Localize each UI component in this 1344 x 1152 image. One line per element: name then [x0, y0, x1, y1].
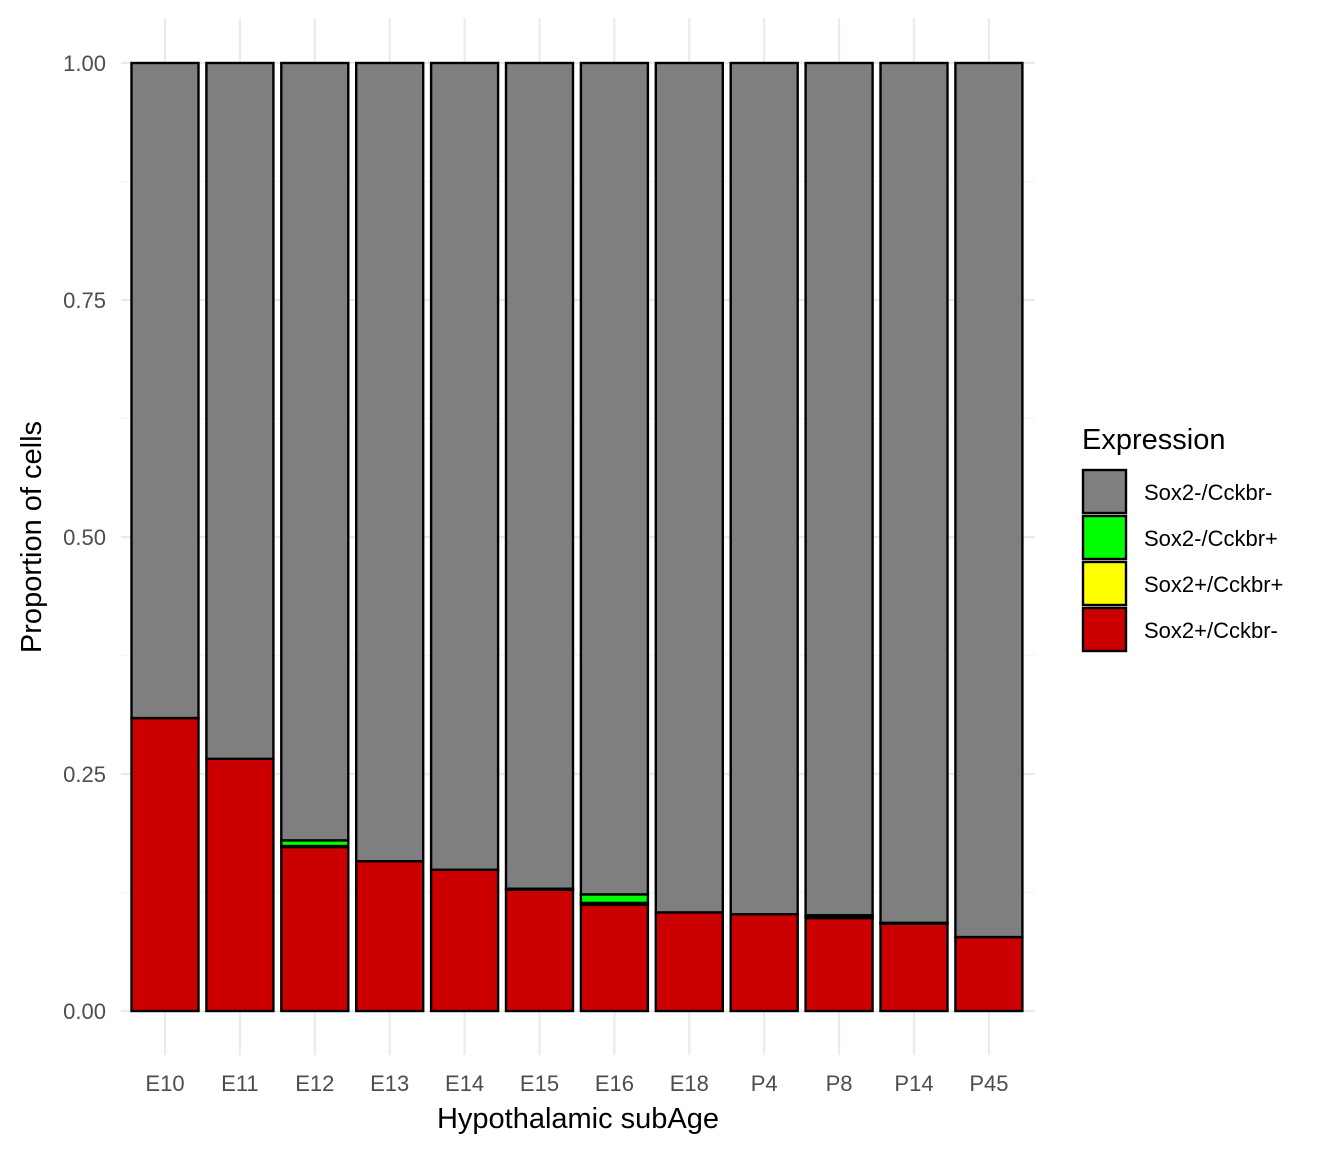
x-tick-label-E10: E10 — [145, 1071, 184, 1096]
x-tick-label-E18: E18 — [670, 1071, 709, 1096]
legend-swatch-Sox2-/Cckbr+ — [1083, 516, 1126, 559]
bar-E16-Sox2+/Cckbr- — [581, 905, 648, 1011]
legend-title: Expression — [1082, 424, 1225, 456]
bar-group-E18 — [656, 63, 723, 1011]
x-tick-label-E12: E12 — [295, 1071, 334, 1096]
x-tick-label-P4: P4 — [751, 1071, 778, 1096]
bar-group-E11 — [206, 63, 273, 1011]
bar-group-E15 — [506, 63, 573, 1011]
legend-items: Sox2-/Cckbr- Sox2-/Cckbr+ Sox2+/Cckbr+ Sox2… — [1083, 470, 1283, 651]
bar-P8-Sox2-/Cckbr- — [806, 63, 873, 915]
bar-group-P45 — [955, 63, 1022, 1011]
bar-E13-Sox2-/Cckbr- — [356, 63, 423, 861]
legend-label-Sox2+/Cckbr+: Sox2+/Cckbr+ — [1144, 572, 1283, 597]
bar-E10-Sox2-/Cckbr- — [132, 63, 199, 718]
legend-item-Sox2+/Cckbr-: Sox2+/Cckbr- — [1083, 608, 1278, 651]
x-tick-label-E13: E13 — [370, 1071, 409, 1096]
legend-item-Sox2-/Cckbr+: Sox2-/Cckbr+ — [1083, 516, 1278, 559]
legend: Expression Sox2-/Cckbr- Sox2-/Cckbr+ Sox2+… — [1082, 424, 1283, 651]
x-tick-label-E14: E14 — [445, 1071, 484, 1096]
x-tick-label-E11: E11 — [221, 1071, 259, 1096]
bar-P14-Sox2+/Cckbr- — [881, 924, 948, 1011]
bar-E15-Sox2+/Cckbr- — [506, 890, 573, 1011]
y-tick-label-4: 1.00 — [63, 51, 106, 76]
bar-group-E13 — [356, 63, 423, 1011]
x-tick-label-P8: P8 — [826, 1071, 853, 1096]
bar-group-P8 — [806, 63, 873, 1011]
bar-P4-Sox2-/Cckbr- — [731, 63, 798, 914]
y-tick-label-3: 0.75 — [63, 288, 106, 313]
bar-P8-Sox2+/Cckbr- — [806, 918, 873, 1011]
y-tick-label-0: 0.00 — [63, 999, 106, 1024]
bar-E16-Sox2-/Cckbr- — [581, 63, 648, 894]
bar-group-E10 — [132, 63, 199, 1011]
x-tick-label-E16: E16 — [595, 1071, 634, 1096]
bar-E14-Sox2+/Cckbr- — [431, 870, 498, 1011]
bar-E12-Sox2+/Cckbr- — [281, 847, 348, 1011]
bar-E16-Sox2-/Cckbr+ — [581, 894, 648, 903]
bar-E10-Sox2+/Cckbr- — [132, 718, 199, 1011]
legend-label-Sox2-/Cckbr-: Sox2-/Cckbr- — [1144, 480, 1272, 505]
x-tick-label-E15: E15 — [520, 1071, 559, 1096]
legend-label-Sox2+/Cckbr-: Sox2+/Cckbr- — [1144, 618, 1278, 643]
y-axis-tick-labels: 0.00 0.25 0.50 0.75 1.00 — [63, 51, 106, 1024]
bar-E11-Sox2+/Cckbr- — [206, 759, 273, 1011]
bar-E12-Sox2-/Cckbr- — [281, 63, 348, 840]
bar-E18-Sox2-/Cckbr- — [656, 63, 723, 912]
bar-E15-Sox2-/Cckbr- — [506, 63, 573, 889]
bar-P45-Sox2+/Cckbr- — [955, 937, 1022, 1011]
bar-E13-Sox2+/Cckbr- — [356, 861, 423, 1011]
legend-swatch-Sox2+/Cckbr+ — [1083, 562, 1126, 605]
bar-group-P4 — [731, 63, 798, 1011]
bar-P4-Sox2+/Cckbr- — [731, 914, 798, 1011]
bar-group-E14 — [431, 63, 498, 1011]
bar-E18-Sox2+/Cckbr- — [656, 912, 723, 1011]
x-axis-title: Hypothalamic subAge — [437, 1103, 719, 1135]
bar-P14-Sox2-/Cckbr- — [881, 63, 948, 923]
y-tick-label-1: 0.25 — [63, 762, 106, 787]
bar-group-E16 — [581, 63, 648, 1011]
x-tick-label-P14: P14 — [894, 1071, 933, 1096]
legend-label-Sox2-/Cckbr+: Sox2-/Cckbr+ — [1144, 526, 1278, 551]
legend-item-Sox2-/Cckbr-: Sox2-/Cckbr- — [1083, 470, 1272, 513]
legend-item-Sox2+/Cckbr+: Sox2+/Cckbr+ — [1083, 562, 1283, 605]
legend-swatch-Sox2-/Cckbr- — [1083, 470, 1126, 513]
x-tick-label-P45: P45 — [969, 1071, 1008, 1096]
bar-P45-Sox2-/Cckbr- — [955, 63, 1022, 937]
y-axis-title: Proportion of cells — [16, 421, 48, 653]
legend-swatch-Sox2+/Cckbr- — [1083, 608, 1126, 651]
bar-E14-Sox2-/Cckbr- — [431, 63, 498, 870]
bar-E11-Sox2-/Cckbr- — [206, 63, 273, 759]
bar-group-P14 — [881, 63, 948, 1011]
bar-group-E12 — [281, 63, 348, 1011]
y-tick-label-2: 0.50 — [63, 525, 106, 550]
x-axis-tick-labels: E10 E11 E12 E13 E14 E15 E16 E18 P4 P8 P14 P45 — [145, 1071, 1008, 1096]
